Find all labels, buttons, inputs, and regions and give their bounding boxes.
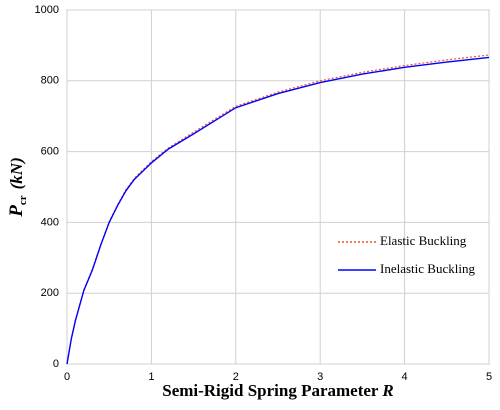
- plot-frame: [66, 9, 490, 365]
- x-tick-label: 1: [148, 371, 154, 383]
- x-tick-label: 2: [233, 371, 239, 383]
- y-tick-label: 0: [53, 358, 59, 370]
- legend-label: Inelastic Buckling: [380, 261, 475, 276]
- x-tick-label: 3: [317, 371, 323, 383]
- x-tick-label: 5: [486, 371, 492, 383]
- legend-label: Elastic Buckling: [380, 233, 467, 248]
- x-label-var: R: [381, 381, 393, 400]
- x-axis-label: Semi-Rigid Spring Parameter R: [162, 381, 394, 400]
- y-tick-label: 400: [41, 216, 59, 228]
- y-tick-label: 1000: [35, 4, 59, 16]
- y-tick-label: 200: [41, 287, 59, 299]
- y-axis-label: Pcr (kN): [6, 157, 29, 217]
- line-series: [66, 56, 490, 365]
- y-tick-label: 600: [41, 146, 59, 158]
- y-tick-label: 800: [41, 75, 59, 87]
- line-series: [66, 54, 490, 365]
- y-label-text: P: [6, 205, 27, 218]
- x-tick-label: 0: [64, 371, 70, 383]
- y-label-unit: (kN): [7, 157, 26, 189]
- y-label-sub: cr: [17, 195, 29, 205]
- x-label-text: Semi-Rigid Spring Parameter: [162, 381, 379, 400]
- x-tick-label: 4: [402, 371, 408, 383]
